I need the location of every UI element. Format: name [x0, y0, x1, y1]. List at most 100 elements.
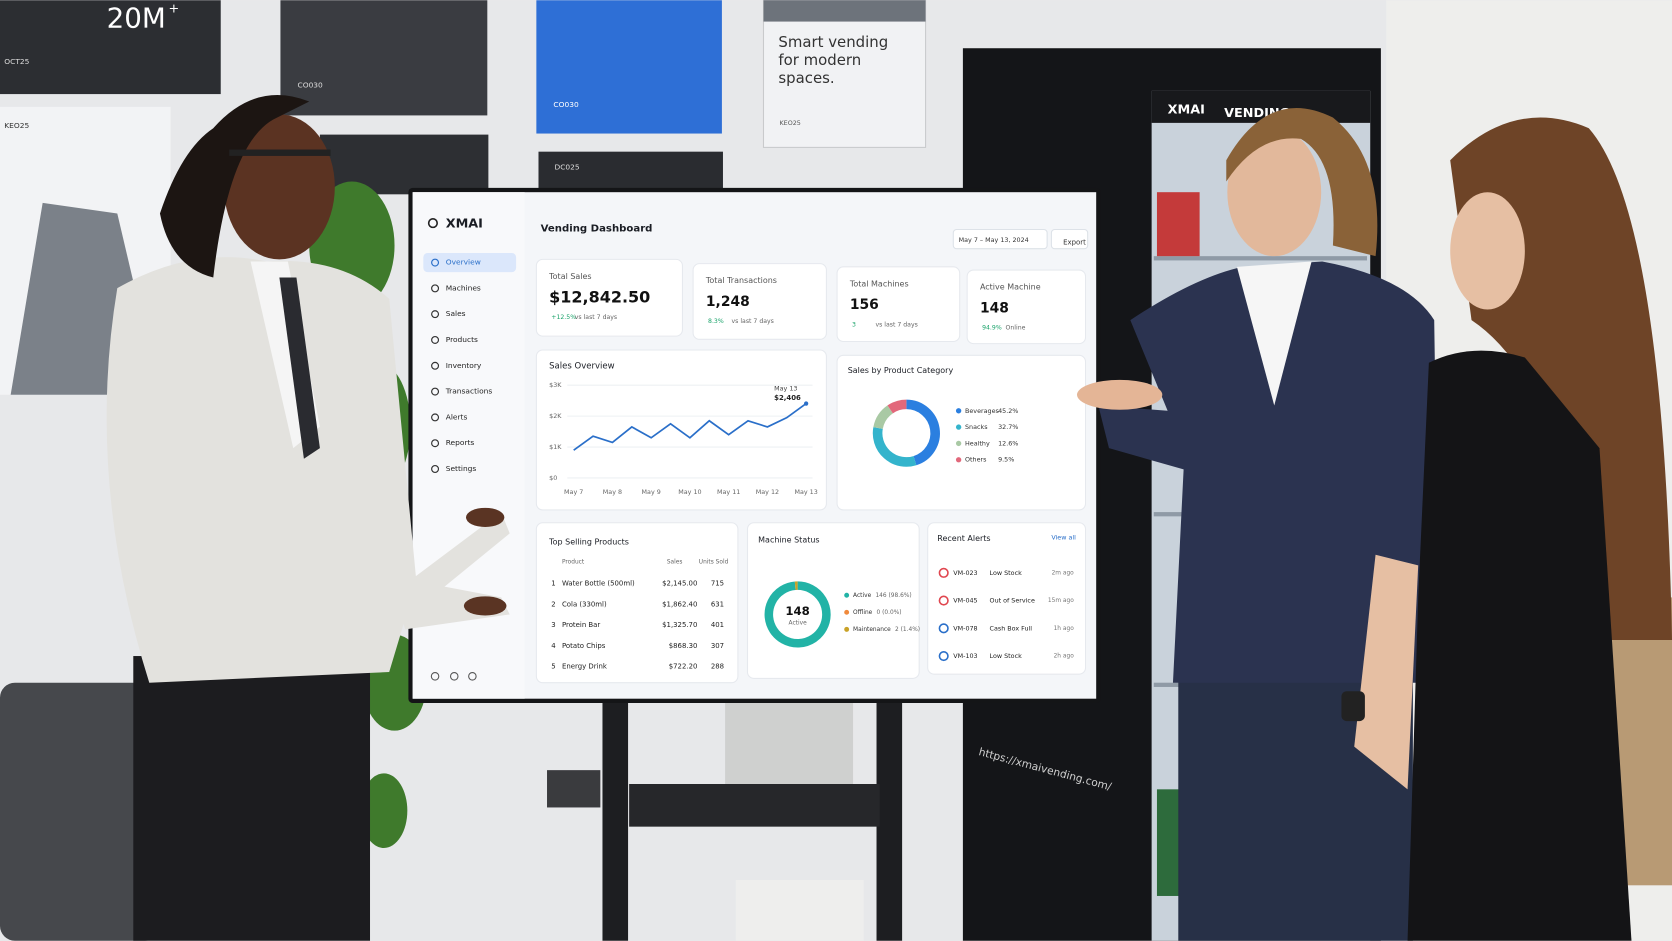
column-header: Sales	[667, 560, 683, 566]
alert-type: Low Stock	[990, 569, 1023, 577]
legend-value: 9.5%	[998, 456, 1014, 464]
glasses	[229, 149, 331, 156]
shelf	[1153, 256, 1368, 261]
kpi-value: 148	[980, 300, 1009, 316]
card	[927, 522, 1087, 675]
poster-stat-sup: +	[168, 1, 179, 16]
alert-time: 15m ago	[1048, 598, 1074, 604]
kpi-label: Total Machines	[849, 279, 909, 288]
poster-code: CO030	[553, 100, 579, 109]
alert-icon	[938, 567, 949, 578]
jacket	[106, 257, 510, 683]
view-all-link[interactable]: View all	[1051, 534, 1076, 542]
poster-photo	[763, 0, 926, 22]
watch	[1341, 691, 1365, 722]
donut-segment	[887, 399, 907, 414]
footer-icon	[430, 672, 440, 681]
product-name: Potato Chips	[562, 642, 606, 650]
product-units: 715	[711, 580, 724, 588]
product-name: Protein Bar	[562, 621, 600, 629]
product-name: Cola (330ml)	[562, 600, 607, 608]
nav-item[interactable]: Reports	[446, 438, 475, 447]
head	[1227, 128, 1322, 257]
product-name: Water Bottle (500ml)	[562, 580, 635, 588]
stand-leg	[876, 698, 903, 941]
nav-icon	[431, 439, 440, 448]
alert-time: 2m ago	[1052, 570, 1075, 576]
poster	[0, 0, 221, 95]
legend-value: 0 (0.0%)	[877, 610, 902, 616]
y-tick-label: $3K	[549, 381, 562, 389]
rank: 4	[551, 642, 556, 650]
nav-icon	[431, 310, 440, 319]
card-title: Top Selling Products	[548, 537, 629, 546]
product-name: Energy Drink	[562, 663, 607, 671]
arm	[1354, 554, 1419, 790]
product-units: 288	[711, 663, 724, 671]
product-units: 401	[711, 621, 724, 629]
alert-icon	[938, 650, 949, 662]
hand	[463, 596, 507, 616]
export-button[interactable]	[1050, 228, 1089, 250]
y-tick-label: $2K	[549, 412, 562, 420]
legend-label: Offline	[853, 610, 873, 616]
leaf	[360, 773, 408, 848]
rank: 1	[551, 580, 555, 588]
nav-item[interactable]: Sales	[446, 309, 466, 318]
card-title: Recent Alerts	[937, 534, 990, 543]
alert-time: 1h ago	[1054, 626, 1075, 632]
poster	[280, 0, 488, 116]
dress	[1407, 350, 1632, 941]
kpi-change: 8.3%	[708, 318, 724, 325]
donut-center-value: 148	[785, 604, 809, 618]
alert-machine: VM-078	[953, 624, 977, 632]
y-tick-label: $0	[549, 474, 557, 482]
dashboard: XMAI Overview Machines Sales Products Invento…	[423, 217, 1089, 684]
donut-center-label: Active	[789, 620, 808, 626]
legend-value: 32.7%	[998, 423, 1018, 431]
legend-value: 12.6%	[998, 439, 1018, 447]
nav-item[interactable]: Transactions	[445, 387, 493, 396]
card	[535, 258, 683, 337]
dashboard-title: Vending Dashboard	[541, 223, 653, 234]
pants	[133, 656, 371, 941]
rank: 2	[551, 600, 555, 608]
legend-label: Snacks	[965, 423, 988, 431]
legend-label: Maintenance	[853, 627, 891, 633]
nav-item[interactable]: Products	[446, 335, 478, 344]
kpi-change: 3	[852, 321, 856, 328]
product	[1156, 192, 1200, 257]
card	[535, 349, 827, 511]
kpi-label: Total Transactions	[705, 276, 777, 285]
book	[735, 879, 864, 941]
suit	[1098, 261, 1440, 683]
person-right	[1341, 117, 1672, 941]
nav-item[interactable]: Alerts	[446, 412, 468, 421]
footer-icon	[468, 672, 477, 681]
x-tick-label: May 11	[717, 488, 740, 496]
nav-item[interactable]: Machines	[446, 283, 481, 292]
legend-dot	[844, 626, 850, 632]
nav-item[interactable]: Inventory	[446, 361, 482, 370]
donut-segment	[906, 399, 940, 466]
nav-icon	[431, 387, 440, 396]
stand-shelf	[629, 784, 880, 827]
brand: XMAI	[446, 217, 483, 232]
kpi-value: 1,248	[706, 294, 750, 310]
kpi-note: Online	[1006, 325, 1026, 332]
card	[836, 266, 961, 343]
kpi-note: vs last 7 days	[732, 318, 774, 325]
kpi-note: vs last 7 days	[875, 321, 917, 328]
nav-item[interactable]: Overview	[446, 258, 481, 267]
y-tick-label: $1K	[549, 443, 562, 451]
annotation-date: May 13	[774, 384, 797, 392]
nav-item[interactable]: Settings	[446, 464, 477, 473]
kpi-change: 94.9%	[982, 325, 1002, 332]
card	[692, 263, 827, 340]
tie	[279, 277, 320, 459]
date-picker	[952, 228, 1048, 250]
export-label[interactable]: Export	[1063, 238, 1086, 246]
card-title: Machine Status	[758, 535, 819, 544]
poster-stat: 20M	[107, 1, 166, 34]
